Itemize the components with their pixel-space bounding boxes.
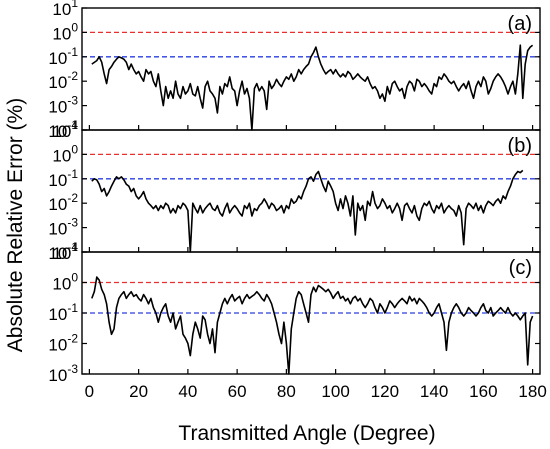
- y-tick-label: 10-1: [48, 45, 78, 68]
- y-tick-label: 10-2: [48, 332, 78, 355]
- y-tick-label: 10-4: [48, 118, 78, 141]
- y-tick-label: 10-3: [48, 362, 78, 385]
- y-tick-label: 10-3: [48, 216, 78, 239]
- x-tick-label: 60: [228, 382, 247, 401]
- x-tick-label: 180: [518, 382, 546, 401]
- panel-label: (b): [508, 135, 532, 157]
- y-tick-label: 101: [52, 118, 78, 141]
- y-tick-label: 10-2: [48, 69, 78, 92]
- x-tick-label: 140: [420, 382, 448, 401]
- x-tick-label: 0: [85, 382, 94, 401]
- y-tick-label: 10-1: [48, 301, 78, 324]
- y-tick-label: 101: [52, 240, 78, 263]
- x-tick-labels: 0 20 40 60 80 100 120 140 160 180: [85, 382, 547, 401]
- panel-c: 101 100 10-1 10-2 10-3 (c): [48, 240, 541, 385]
- y-tick-label: 101: [52, 0, 78, 19]
- y-tick-label: 10-1: [48, 167, 78, 190]
- y-tick-label: 100: [52, 20, 78, 43]
- error-series-line: [91, 44, 534, 131]
- y-tick-label: 10-4: [48, 240, 78, 263]
- error-series-line: [91, 276, 534, 375]
- y-tick-label: 10-2: [48, 191, 78, 214]
- y-tick-label: 10-3: [48, 94, 78, 117]
- x-axis-title: Transmitted Angle (Degree): [178, 422, 435, 445]
- y-tick-label: 100: [52, 271, 78, 294]
- error-series-line: [91, 169, 524, 253]
- x-tick-label: 100: [321, 382, 349, 401]
- x-tick-label: 160: [469, 382, 497, 401]
- y-tick-label: 100: [52, 142, 78, 165]
- panel-label: (a): [508, 13, 532, 35]
- y-axis-title: Absolute Relative Error (%): [4, 98, 27, 352]
- x-tick-label: 120: [371, 382, 399, 401]
- x-tick-label: 20: [129, 382, 148, 401]
- x-tick-label: 80: [277, 382, 296, 401]
- x-tick-label: 40: [178, 382, 197, 401]
- panel-label: (c): [509, 257, 532, 279]
